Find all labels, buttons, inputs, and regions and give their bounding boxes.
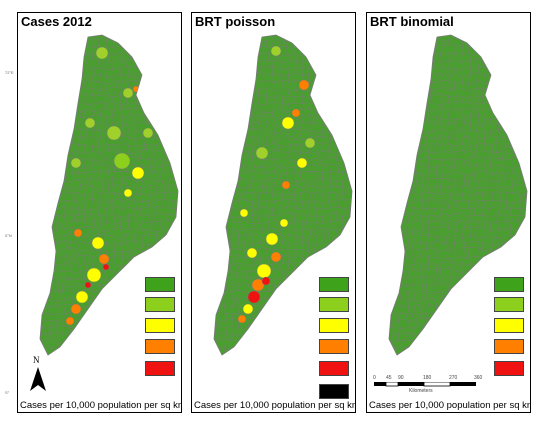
district-patch	[102, 263, 110, 271]
map-panel-brt-binomial: BRT binomial 0 45 90 180 270 360 Kilomet…	[366, 12, 531, 413]
graticule-label: S°	[5, 390, 10, 395]
graticule-label: 0°N	[5, 233, 12, 238]
district-patch	[237, 314, 247, 324]
legend-swatch-3	[494, 318, 524, 333]
graticule-label: 72°E	[5, 70, 14, 75]
north-label: N	[33, 355, 40, 365]
panel-title: Cases 2012	[21, 14, 92, 29]
scale-tick: 270	[449, 375, 458, 381]
district-patch	[239, 208, 249, 218]
value-patches	[65, 46, 154, 326]
map-panel-brt-poisson: BRT poisson Cases per 10,000 population …	[191, 12, 356, 413]
scale-tick: 0	[373, 375, 376, 381]
district-patch	[65, 316, 75, 326]
district-patch	[70, 303, 82, 315]
value-patches	[237, 45, 316, 324]
choropleth-map-brt-poisson	[213, 34, 353, 356]
scale-tick: 360	[474, 375, 483, 381]
district-patch	[279, 218, 289, 228]
scale-tick: 90	[398, 375, 404, 381]
legend-swatch-5	[145, 361, 175, 376]
legend-swatch-5	[319, 361, 349, 376]
district-patch	[304, 137, 316, 149]
district-patch	[247, 290, 261, 304]
map-panel-cases-2012: Cases 2012 N Cases per 10,000 population…	[17, 12, 182, 413]
district-patch	[122, 87, 134, 99]
district-patch	[281, 180, 291, 190]
district-patch	[91, 236, 105, 250]
district-patch	[255, 146, 269, 160]
district-patch	[270, 45, 282, 57]
district-patch	[261, 276, 271, 286]
legend-swatch-4	[319, 339, 349, 354]
district-patch	[86, 267, 102, 283]
legend-caption: Cases per 10,000 population per sq km	[20, 400, 182, 411]
legend-swatch-4	[145, 339, 175, 354]
district-patch	[242, 303, 254, 315]
district-patch	[142, 127, 154, 139]
district-patch	[123, 188, 133, 198]
legend-swatch-1	[145, 277, 175, 292]
legend-swatch-2	[494, 297, 524, 312]
district-patch	[95, 46, 109, 60]
scale-unit: Kilometers	[409, 388, 433, 394]
district-patch	[296, 157, 308, 169]
district-patch	[291, 108, 301, 118]
district-patch	[251, 278, 265, 292]
district-patch	[270, 251, 282, 263]
district-patch	[265, 232, 279, 246]
choropleth-map-cases-2012	[39, 34, 179, 356]
district-patch	[84, 281, 92, 289]
legend-swatch-1	[319, 277, 349, 292]
district-patch	[256, 263, 272, 279]
district-patch	[131, 166, 145, 180]
legend-caption: Cases per 10,000 population per sq km	[194, 400, 356, 411]
north-arrow-icon	[30, 367, 46, 391]
district-patch	[98, 253, 110, 265]
scale-bar-graphic	[374, 382, 476, 387]
district-patch	[84, 117, 96, 129]
district-patch	[298, 79, 310, 91]
district-patch	[70, 157, 82, 169]
district-patch	[73, 228, 83, 238]
legend-swatch-6	[319, 384, 349, 399]
legend-swatch-4	[494, 339, 524, 354]
legend-swatch-3	[145, 318, 175, 333]
legend-swatch-3	[319, 318, 349, 333]
legend-swatch-2	[145, 297, 175, 312]
legend-swatch-1	[494, 277, 524, 292]
map-region-outline	[388, 34, 528, 356]
scale-tick: 45	[386, 375, 392, 381]
scale-bar: 0 45 90 180 270 360 Kilometers	[373, 375, 493, 397]
legend-swatch-2	[319, 297, 349, 312]
district-patch	[246, 247, 258, 259]
legend-caption: Cases per 10,000 population per sq km	[369, 400, 531, 411]
district-patch	[281, 116, 295, 130]
legend-swatch-5	[494, 361, 524, 376]
district-patch	[106, 125, 122, 141]
panel-title: BRT binomial	[370, 14, 454, 29]
district-patch	[75, 290, 89, 304]
district-patch	[113, 152, 131, 170]
scale-tick: 180	[423, 375, 432, 381]
panel-title: BRT poisson	[195, 14, 276, 29]
